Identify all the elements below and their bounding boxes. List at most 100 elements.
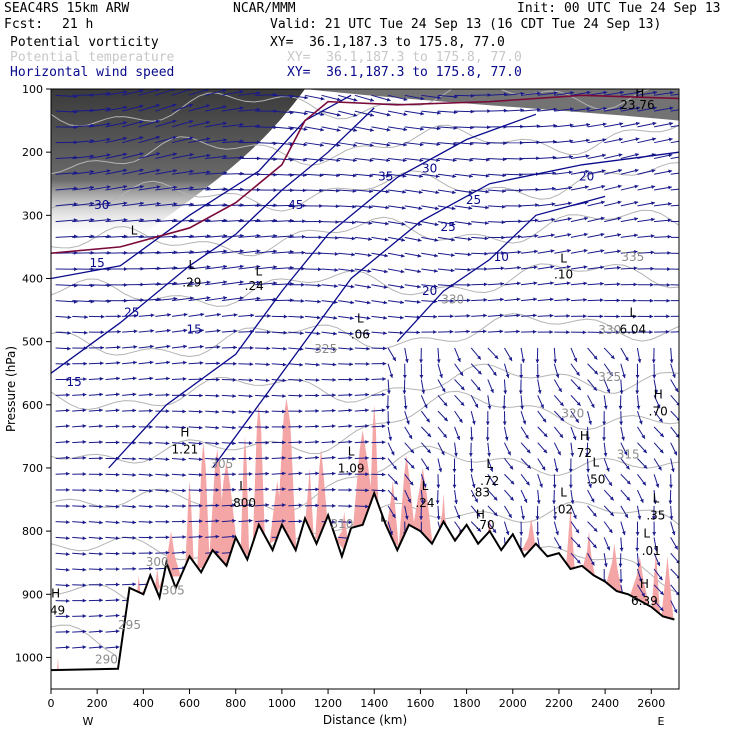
- forecast-hours: 21 h: [62, 17, 94, 32]
- wind-vector-head: [518, 219, 522, 224]
- wind-vector-head: [249, 378, 253, 383]
- wind-vector-head: [335, 204, 340, 209]
- wind-vector: [670, 140, 679, 144]
- theta-label: 305: [162, 583, 185, 597]
- wind-vector-head: [619, 106, 624, 111]
- wind-vector: [155, 89, 177, 96]
- wind-vector-head: [619, 579, 623, 583]
- wind-vector-head: [617, 184, 622, 189]
- wind-vector-head: [123, 121, 127, 125]
- pv-extremum-label: L: [131, 223, 138, 237]
- wind-vector-head: [282, 362, 287, 367]
- wind-vector-head: [99, 629, 103, 634]
- pv-shade-top: [304, 89, 679, 121]
- wind-vector-head: [99, 645, 103, 650]
- wind-vector-head: [382, 361, 387, 366]
- wind-vector: [255, 219, 278, 223]
- wind-vector-head: [332, 393, 336, 398]
- pv-extremum-label: .70: [476, 518, 495, 532]
- wind-vector-head: [385, 189, 390, 194]
- wind-vector-head: [608, 481, 612, 486]
- wind-vector-head: [443, 402, 448, 407]
- wind-vector-head: [298, 487, 303, 492]
- wind-vector-head: [349, 347, 354, 351]
- wind-speed-label: 30: [94, 198, 109, 212]
- wind-vector-head: [99, 520, 103, 525]
- wind-vector-head: [667, 251, 671, 255]
- wind-vector-head: [82, 645, 87, 650]
- wind-vector-head: [583, 248, 588, 253]
- wind-vector-head: [331, 439, 336, 444]
- wind-vector-head: [552, 484, 557, 489]
- wind-vector-head: [477, 527, 481, 532]
- wind-vector-head: [385, 221, 389, 226]
- wind-vector-head: [117, 329, 121, 334]
- wind-vector-head: [518, 188, 523, 193]
- wind-vector-head: [493, 496, 498, 501]
- wind-vector-head: [417, 284, 421, 289]
- wind-vector-head: [173, 202, 178, 206]
- wind-vector-head: [172, 135, 177, 140]
- pv-extremum-label: H: [180, 425, 189, 439]
- wind-vector-head: [348, 455, 353, 460]
- wind-speed-label: 10: [494, 250, 509, 264]
- wind-vector-head: [618, 563, 623, 568]
- wind-vector-head: [553, 123, 557, 128]
- pv-extremum-label: L: [348, 444, 355, 458]
- wind-vector-head: [593, 386, 597, 391]
- moisture-fill: [370, 404, 379, 505]
- wind-vector-head: [115, 551, 120, 556]
- wind-vector: [205, 219, 228, 223]
- wind-vector-head: [182, 488, 186, 493]
- wind-vector-head: [620, 90, 624, 95]
- pv-extremum-label: .24: [415, 496, 434, 510]
- wind-vector-head: [348, 392, 353, 397]
- wind-vector-head: [543, 433, 548, 438]
- wind-vector: [138, 186, 161, 191]
- wind-vector-head: [519, 172, 523, 177]
- wind-vector-head: [216, 328, 221, 333]
- wind-vector-head: [282, 394, 286, 398]
- wind-vector-head: [333, 315, 338, 320]
- wind-vector-head: [298, 393, 303, 398]
- wind-vector: [188, 121, 211, 128]
- wind-vector-head: [386, 97, 391, 102]
- wind-vector-head: [457, 357, 461, 362]
- x-tick-label: 1600: [406, 697, 434, 710]
- wind-vector-head: [165, 441, 170, 446]
- wind-vector-head: [368, 237, 372, 241]
- wind-vector-head: [106, 201, 111, 206]
- wind-vector-head: [423, 404, 428, 409]
- wind-vector-head: [132, 504, 137, 509]
- wind-vector-head: [100, 330, 105, 335]
- wind-vector-head: [557, 451, 561, 456]
- wind-vector-head: [66, 362, 71, 366]
- wind-vector-head: [592, 544, 597, 549]
- wind-vector-head: [575, 529, 580, 534]
- wind-vector-head: [633, 266, 638, 271]
- wind-vector-head: [222, 89, 227, 93]
- wind-vector-head: [586, 106, 591, 111]
- wind-vector-head: [533, 281, 538, 286]
- wind-vector: [121, 105, 144, 112]
- moisture-fill: [413, 467, 433, 543]
- moisture-fill: [439, 493, 448, 530]
- theta-label: 290: [95, 653, 118, 667]
- wind-vector: [670, 204, 679, 207]
- wind-vector-head: [183, 360, 187, 365]
- wind-vector-head: [149, 392, 153, 397]
- wind-vector-head: [165, 504, 170, 509]
- wind-vector-head: [117, 314, 122, 319]
- wind-vector-head: [386, 421, 391, 426]
- moisture-fill: [651, 550, 661, 615]
- wind-vector-head: [65, 408, 70, 413]
- moisture-fill: [276, 398, 297, 549]
- wind-vector-head: [526, 464, 531, 469]
- wind-vector-head: [421, 389, 426, 394]
- wind-vector-head: [282, 471, 286, 476]
- wind-vector-head: [199, 503, 203, 508]
- wind-vector-head: [123, 136, 127, 141]
- wind-vector-head: [535, 374, 540, 379]
- wind-vector-head: [348, 408, 353, 413]
- wind-vector-head: [156, 89, 160, 92]
